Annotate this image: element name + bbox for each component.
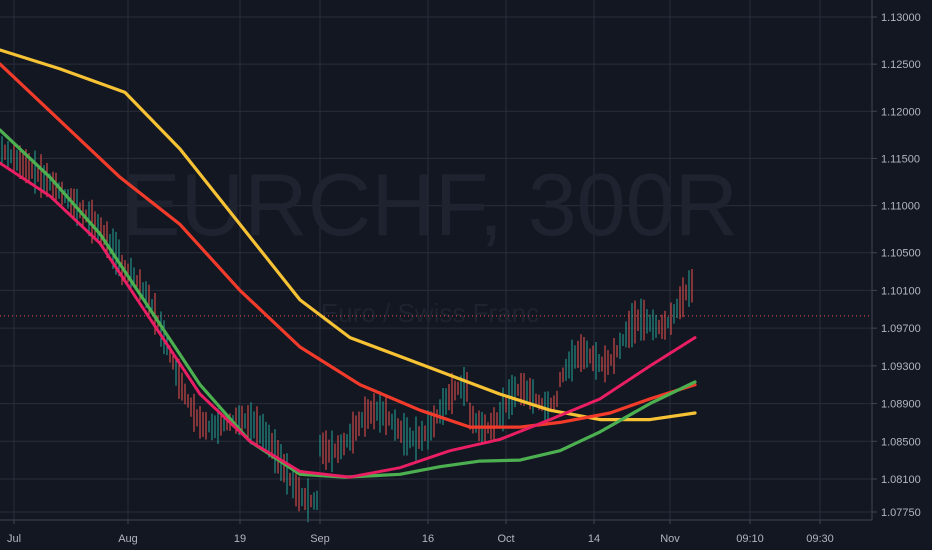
- y-tick-label: 1.08500: [881, 436, 921, 448]
- watermark-subtitle: Euro / Swiss Franc: [321, 298, 539, 328]
- series-line-ma_green: [0, 128, 697, 479]
- y-tick-label: 1.09700: [881, 323, 921, 335]
- x-tick-label: Sep: [310, 533, 330, 545]
- y-tick-label: 1.12500: [881, 59, 921, 71]
- x-tick-label: Jul: [7, 533, 21, 545]
- x-tick-label: Nov: [660, 533, 680, 545]
- y-tick-label: 1.11000: [881, 201, 920, 213]
- y-tick-label: 1.11500: [881, 153, 920, 165]
- y-tick-label: 1.13000: [881, 12, 921, 24]
- y-tick-label: 1.08900: [881, 399, 921, 411]
- x-tick-label: 16: [422, 533, 434, 545]
- price-axis[interactable]: 1.13000 1.12500 1.12000 1.11500 1.11000 1.105…: [872, 12, 921, 519]
- x-tick-label: 19: [234, 533, 246, 545]
- y-tick-label: 1.08100: [881, 474, 921, 486]
- x-tick-label: Aug: [118, 533, 138, 545]
- y-tick-label: 1.10100: [881, 285, 921, 297]
- x-tick-label: 14: [588, 533, 600, 545]
- y-tick-label: 1.07750: [881, 507, 921, 519]
- x-tick-label: Oct: [497, 533, 514, 545]
- series-line-ma_magenta: [0, 161, 697, 479]
- y-tick-label: 1.12000: [881, 106, 921, 118]
- y-tick-label: 1.10500: [881, 248, 921, 260]
- time-axis[interactable]: Jul Aug 19 Sep 16 Oct 14 Nov 09:10 09:30: [7, 520, 834, 545]
- series-line-ma_red: [0, 62, 697, 429]
- moving-averages-layer: [0, 48, 697, 479]
- y-tick-label: 1.09300: [881, 361, 921, 373]
- watermark-symbol: EURCHF, 300R: [122, 155, 738, 254]
- x-tick-label: 09:10: [736, 533, 764, 545]
- x-tick-label: 09:30: [806, 533, 834, 545]
